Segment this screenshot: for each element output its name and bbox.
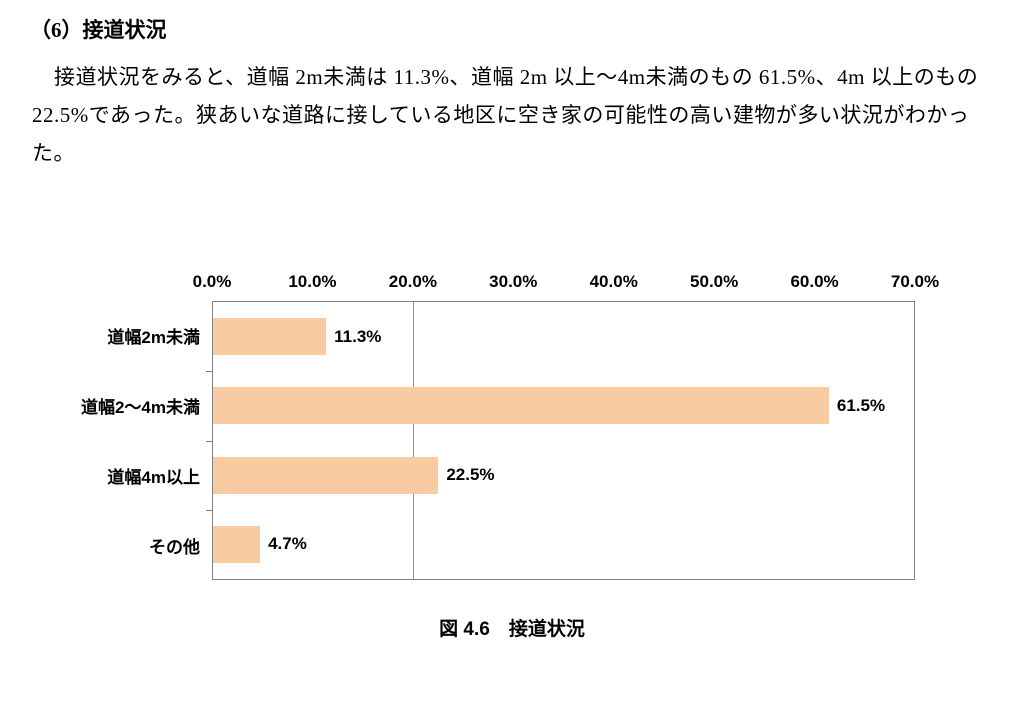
figure-caption: 図 4.6 接道状況 xyxy=(439,619,585,640)
category-label: 道幅4m以上 xyxy=(107,467,200,487)
y-axis-tick xyxy=(206,440,213,442)
plot-wrap: 道幅2m未満道幅2～4m未満道幅4m以上その他 11.3% 61.5% 22.5% 4… xyxy=(80,301,916,580)
x-axis: 0.0% 10.0% 20.0% 30.0% 40.0% 50.0% 60.0% 70.0% xyxy=(193,272,939,294)
category-label: 道幅2～4m未満 xyxy=(80,398,200,418)
x-tick-label: 40.0% xyxy=(589,272,638,291)
bar xyxy=(213,387,829,425)
report-page: （6）接道状況 接道状況をみると、道幅 2m未満は 11.3%、道幅 2m 以上… xyxy=(0,14,1024,702)
body-paragraph: 接道状況をみると、道幅 2m未満は 11.3%、道幅 2m 以上～4m未満のもの… xyxy=(32,65,979,165)
x-tick-label: 50.0% xyxy=(690,272,739,291)
bar-chart: 0.0% 10.0% 20.0% 30.0% 40.0% 50.0% 60.0% 70.0% … xyxy=(80,272,1024,580)
category-labels: 道幅2m未満道幅2～4m未満道幅4m以上その他 xyxy=(80,301,212,580)
bar xyxy=(213,525,261,563)
x-tick-label: 20.0% xyxy=(388,272,437,291)
x-tick-label: 70.0% xyxy=(890,272,940,291)
bar-row: 11.3% xyxy=(213,302,914,371)
bar xyxy=(213,318,327,356)
gridline-20pct xyxy=(413,302,415,579)
y-axis-tick xyxy=(206,371,213,373)
x-tick-label: 0.0% xyxy=(192,272,232,291)
plot-area: 11.3% 61.5% 22.5% 4.7% xyxy=(206,301,915,580)
bar xyxy=(213,456,439,494)
bar-row: 22.5% xyxy=(213,441,914,510)
x-tick-label: 10.0% xyxy=(288,272,337,291)
x-tick-label: 30.0% xyxy=(489,272,538,291)
bar-row: 4.7% xyxy=(213,510,914,579)
bar-value-label: 4.7% xyxy=(268,534,307,554)
category-label: その他 xyxy=(149,537,200,557)
category-label: 道幅2m未満 xyxy=(107,328,200,348)
bar-value-label: 22.5% xyxy=(446,465,495,485)
bar-value-label: 11.3% xyxy=(334,326,382,346)
bar-value-label: 61.5% xyxy=(836,395,886,415)
section-heading: （6）接道状況 xyxy=(30,18,167,42)
x-tick-label: 60.0% xyxy=(790,272,839,291)
bar-row: 61.5% xyxy=(213,371,914,440)
y-axis-tick xyxy=(206,509,213,511)
